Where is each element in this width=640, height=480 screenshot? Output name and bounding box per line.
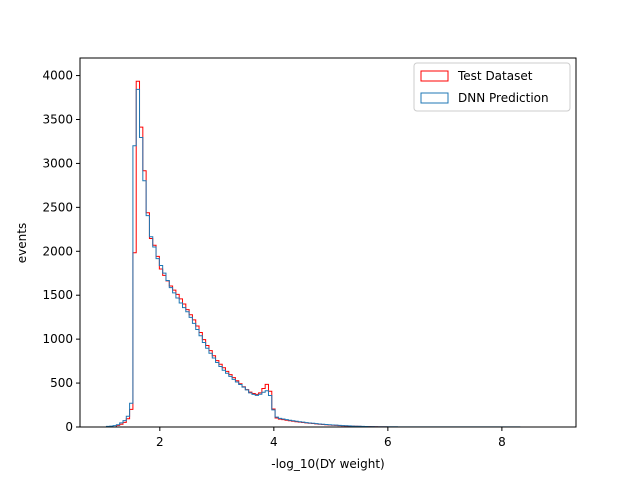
legend-label-dnn: DNN Prediction — [458, 91, 549, 105]
x-tick-label: 6 — [384, 435, 392, 449]
y-tick-label: 1000 — [42, 332, 73, 346]
legend-label-test: Test Dataset — [457, 69, 533, 83]
y-tick-label: 2000 — [42, 244, 73, 258]
legend: Test Dataset DNN Prediction — [413, 62, 571, 112]
legend-swatch-test — [420, 70, 449, 82]
x-tick-label: 8 — [498, 435, 506, 449]
x-tick-label: 4 — [270, 435, 278, 449]
legend-swatch-dnn — [420, 92, 449, 104]
y-axis-ticks: 0 500 1000 1500 2000 2500 3000 3500 4000 — [42, 69, 80, 434]
y-tick-label: 2500 — [42, 200, 73, 214]
y-tick-label: 500 — [50, 376, 73, 390]
x-axis-ticks: 2 4 6 8 — [156, 427, 506, 449]
legend-box — [413, 62, 571, 112]
series-layer — [80, 80, 576, 428]
series-line-test-dataset — [80, 80, 576, 428]
plot-frame — [79, 57, 577, 428]
series-line-dnn-prediction — [80, 88, 576, 428]
x-axis-label: -log_10(DY weight) — [271, 457, 384, 471]
y-tick-label: 0 — [65, 420, 73, 434]
y-tick-label: 4000 — [42, 69, 73, 83]
y-tick-label: 1500 — [42, 288, 73, 302]
y-axis-label: events — [15, 223, 29, 263]
y-tick-label: 3000 — [42, 156, 73, 170]
y-tick-label: 3500 — [42, 113, 73, 127]
x-tick-label: 2 — [156, 435, 164, 449]
